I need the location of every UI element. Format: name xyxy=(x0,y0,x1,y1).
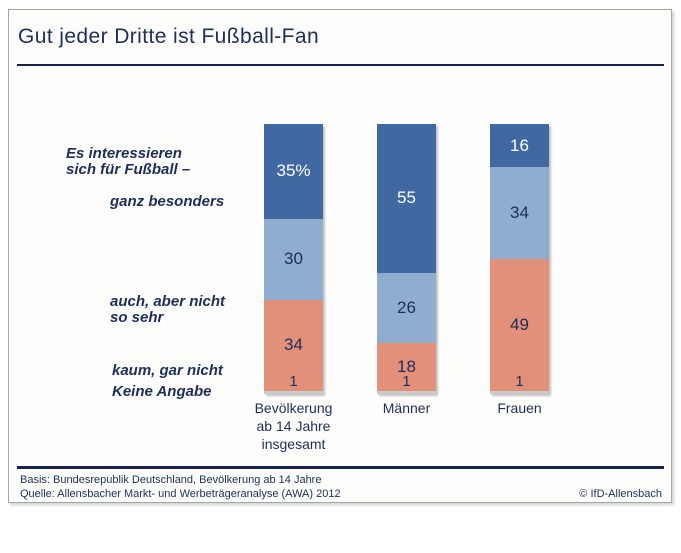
segment-kaum-gar-nicht: 18 xyxy=(377,342,436,392)
category-label-line: insgesamt xyxy=(261,436,326,452)
value-label: 35% xyxy=(276,161,311,181)
value-label: 26 xyxy=(397,297,416,317)
footer-basis: Basis: Bundesrepublik Deutschland, Bevöl… xyxy=(20,474,322,486)
value-label: 18 xyxy=(397,356,416,376)
annotation-kaum-gar-nicht: kaum, gar nicht xyxy=(112,362,223,379)
segment-keine-angabe xyxy=(377,391,436,394)
category-label-line: ab 14 Jahre xyxy=(256,418,331,434)
stacked-bar-frauen: 16 34 49 1 xyxy=(490,124,549,394)
value-label: 30 xyxy=(284,249,303,268)
value-label: 49 xyxy=(510,315,529,335)
page-title: Gut jeder Dritte ist Fußball-Fan xyxy=(18,25,320,48)
annotation-ganz-besonders: ganz besonders xyxy=(110,193,225,210)
value-label-keine-angabe: 1 xyxy=(402,373,411,390)
category-label-frauen: Frauen xyxy=(450,399,590,417)
annotation-question-line2: sich für Fußball – xyxy=(66,161,191,178)
category-label-maenner: Männer xyxy=(337,399,477,417)
category-label-bevoelkerung-insgesamt: Bevölkerung ab 14 Jahre insgesamt xyxy=(224,399,364,453)
footer-quelle: Quelle: Allensbacher Markt- und Werbeträ… xyxy=(20,488,341,500)
category-label-line: Frauen xyxy=(497,400,542,416)
category-label-line: Männer xyxy=(382,400,431,416)
segment-keine-angabe xyxy=(490,391,549,394)
segment-auch-aber-nicht-so-sehr: 30 xyxy=(264,218,323,300)
stacked-bar-bevoelkerung-insgesamt: 35% 30 34 1 xyxy=(264,124,323,394)
value-label-keine-angabe: 1 xyxy=(515,373,524,390)
annotation-question: Es interessieren sich für Fußball – xyxy=(66,146,190,178)
segment-kaum-gar-nicht: 49 xyxy=(490,258,549,392)
value-label: 16 xyxy=(510,135,529,155)
stacked-bar-maenner: 55 26 18 1 xyxy=(377,124,436,394)
annotation-auch-line1: auch, aber nicht xyxy=(110,293,226,310)
segment-ganz-besonders: 35% xyxy=(264,124,323,219)
value-label: 55 xyxy=(397,188,416,208)
annotation-auch-line2: so sehr xyxy=(110,309,164,326)
value-label: 34 xyxy=(284,335,303,355)
footer-copyright: © IfD-Allensbach xyxy=(579,488,662,500)
footer-divider xyxy=(17,466,664,469)
value-label-keine-angabe: 1 xyxy=(289,373,298,390)
segment-ganz-besonders: 55 xyxy=(377,124,436,273)
annotation-keine-angabe: Keine Angabe xyxy=(112,383,212,400)
annotation-question-line1: Es interessieren xyxy=(66,145,182,162)
segment-auch-aber-nicht-so-sehr: 26 xyxy=(377,272,436,343)
segment-keine-angabe xyxy=(264,391,323,394)
value-label: 34 xyxy=(510,203,529,223)
segment-auch-aber-nicht-so-sehr: 34 xyxy=(490,167,549,259)
title-divider xyxy=(17,64,664,66)
category-label-line: Bevölkerung xyxy=(254,400,333,416)
segment-ganz-besonders: 16 xyxy=(490,124,549,168)
annotation-auch-aber-nicht: auch, aber nicht so sehr xyxy=(110,294,225,326)
segment-kaum-gar-nicht: 34 xyxy=(264,299,323,392)
slide-frame xyxy=(8,9,672,503)
